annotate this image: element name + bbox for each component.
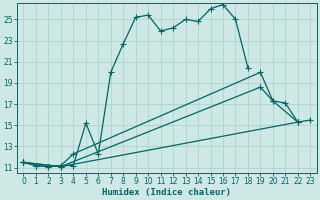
X-axis label: Humidex (Indice chaleur): Humidex (Indice chaleur) [102,188,231,197]
